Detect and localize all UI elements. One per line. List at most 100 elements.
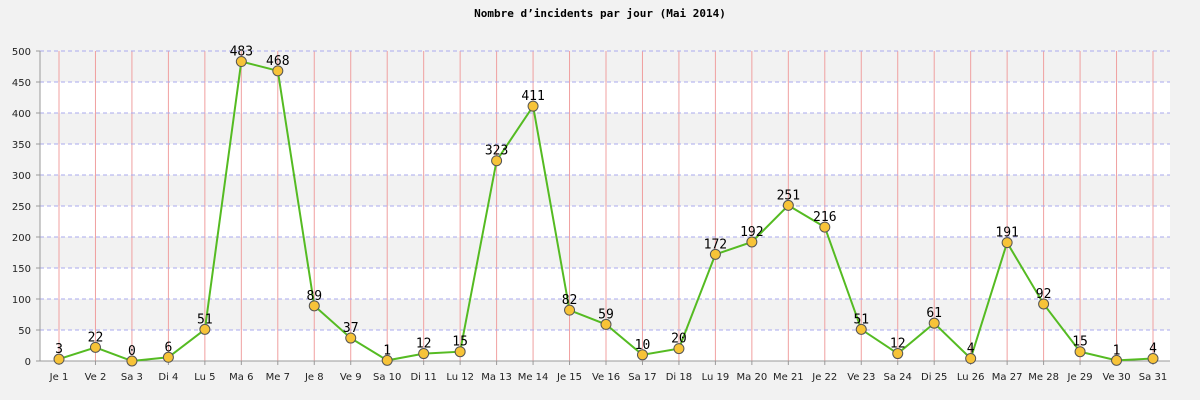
x-tick-label: Lu 12: [446, 372, 474, 383]
data-point: [272, 65, 284, 77]
data-point: [199, 323, 211, 335]
data-label: 172: [704, 237, 727, 252]
y-tick-label: 50: [18, 326, 31, 337]
data-point: [235, 56, 247, 68]
y-tick-label: 250: [12, 202, 31, 213]
y-tick-label: 100: [12, 295, 31, 306]
data-label: 59: [598, 307, 614, 322]
data-point: [381, 354, 393, 366]
data-point: [1147, 353, 1159, 365]
x-tick-label: Je 22: [811, 372, 837, 383]
x-tick-label: Me 21: [773, 372, 804, 383]
data-point: [892, 348, 904, 360]
data-point: [928, 317, 940, 329]
data-point: [89, 341, 101, 353]
data-label: 92: [1036, 287, 1052, 302]
data-label: 483: [230, 45, 253, 60]
y-tick-label: 300: [12, 171, 31, 182]
x-tick-label: Lu 26: [957, 372, 985, 383]
data-label: 4: [967, 342, 975, 357]
data-point: [1038, 298, 1050, 310]
x-tick-label: Ma 27: [992, 372, 1023, 383]
data-point: [491, 155, 503, 167]
data-label: 10: [635, 338, 651, 353]
data-label: 51: [853, 312, 869, 327]
grid-band: [40, 51, 1170, 82]
x-tick-label: Me 28: [1028, 372, 1059, 383]
data-point: [1001, 237, 1013, 249]
x-tick-label: Sa 10: [373, 372, 401, 383]
data-point: [1111, 354, 1123, 366]
x-tick-label: Ma 13: [481, 372, 512, 383]
x-tick-label: Lu 5: [194, 372, 215, 383]
grid-band: [40, 113, 1170, 144]
x-tick-label: Di 18: [666, 372, 692, 383]
x-tick-label: Ma 6: [229, 372, 253, 383]
data-point: [782, 199, 794, 211]
data-label: 4: [1149, 342, 1157, 357]
data-label: 0: [128, 344, 136, 359]
x-tick-label: Je 1: [49, 372, 69, 383]
y-tick-label: 350: [12, 140, 31, 151]
grid-band: [40, 175, 1170, 206]
data-label: 89: [306, 289, 322, 304]
data-point: [600, 318, 612, 330]
x-tick-label: Sa 24: [884, 372, 912, 383]
data-point: [1074, 346, 1086, 358]
data-point: [53, 353, 65, 365]
data-point: [709, 248, 721, 260]
data-label: 20: [671, 332, 687, 347]
data-label: 61: [926, 306, 942, 321]
data-label: 468: [266, 54, 289, 69]
data-label: 216: [813, 210, 836, 225]
data-point: [527, 100, 539, 112]
x-tick-label: Sa 31: [1139, 372, 1167, 383]
x-tick-label: Ve 23: [847, 372, 875, 383]
x-tick-label: Di 11: [410, 372, 436, 383]
x-tick-label: Ve 30: [1102, 372, 1130, 383]
data-label: 12: [890, 337, 906, 352]
x-tick-label: Sa 3: [121, 372, 143, 383]
data-point: [345, 332, 357, 344]
data-label: 12: [416, 337, 432, 352]
data-label: 191: [995, 226, 1018, 241]
data-point: [454, 346, 466, 358]
data-point: [855, 323, 867, 335]
x-tick-label: Me 7: [266, 372, 290, 383]
chart-title: Nombre d’incidents par jour (Mai 2014): [474, 7, 726, 20]
data-point: [162, 351, 174, 363]
data-point: [126, 355, 138, 367]
y-tick-label: 450: [12, 78, 31, 89]
data-label: 3: [55, 342, 63, 357]
data-label: 51: [197, 312, 213, 327]
data-label: 37: [343, 321, 359, 336]
data-label: 15: [452, 335, 468, 350]
x-tick-label: Je 8: [304, 372, 324, 383]
grid-band: [40, 237, 1170, 268]
data-label: 251: [777, 188, 800, 203]
data-point: [746, 236, 758, 248]
x-tick-label: Ve 9: [340, 372, 362, 383]
x-tick-label: Ve 16: [592, 372, 620, 383]
x-tick-label: Di 25: [921, 372, 947, 383]
data-point: [564, 304, 576, 316]
data-label: 323: [485, 144, 508, 159]
y-tick-label: 200: [12, 233, 31, 244]
x-tick-label: Di 4: [158, 372, 178, 383]
data-point: [673, 343, 685, 355]
data-label: 15: [1072, 335, 1088, 350]
data-label: 192: [740, 225, 763, 240]
x-tick-label: Sa 17: [628, 372, 656, 383]
data-label: 22: [88, 330, 104, 345]
x-tick-label: Ma 20: [737, 372, 768, 383]
y-tick-label: 500: [12, 47, 31, 58]
data-label: 1: [1113, 343, 1121, 358]
x-tick-label: Ve 2: [85, 372, 107, 383]
data-label: 6: [164, 340, 172, 355]
data-point: [418, 348, 430, 360]
y-tick-label: 400: [12, 109, 31, 120]
x-tick-label: Lu 19: [702, 372, 730, 383]
